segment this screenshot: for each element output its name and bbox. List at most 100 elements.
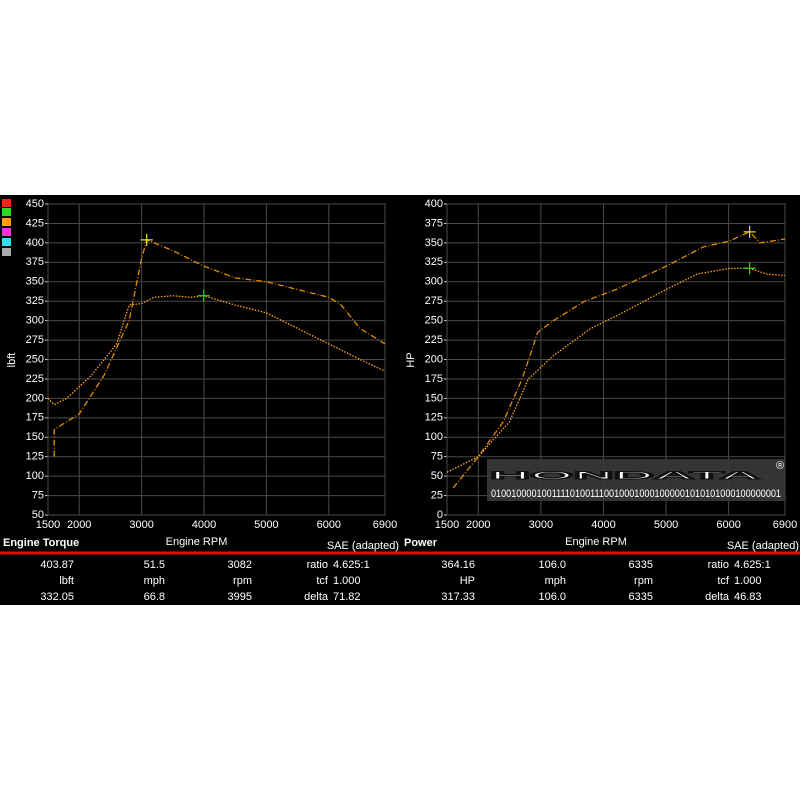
cursor xyxy=(197,289,210,302)
y-tick-label: 450 xyxy=(26,198,44,210)
swatch xyxy=(2,208,11,216)
readout-cell: 66.8 xyxy=(144,591,165,603)
readout-cell: tcf xyxy=(717,575,730,587)
x-tick-label: 6000 xyxy=(317,519,341,531)
x-tick-label: 2000 xyxy=(466,519,490,531)
y-axis-label: lbft xyxy=(6,353,18,368)
y-tick-label: 300 xyxy=(425,276,443,288)
readout-cell: 4.625:1 xyxy=(333,559,370,571)
x-tick-label: 5000 xyxy=(254,519,278,531)
y-axis-label: HP xyxy=(405,352,417,367)
readout-cell: delta xyxy=(304,591,329,603)
y-tick-label: 200 xyxy=(26,392,44,404)
swatch xyxy=(2,248,11,256)
y-tick-label: 275 xyxy=(26,334,44,346)
readout-cell: rpm xyxy=(634,575,653,587)
logo-box xyxy=(487,459,785,501)
y-tick-label: 75 xyxy=(32,489,44,501)
x-tick-label: 6900 xyxy=(373,519,397,531)
logo-text: HONDATA xyxy=(490,470,760,482)
chart-title: Power xyxy=(404,537,438,549)
x-tick-label: 3000 xyxy=(129,519,153,531)
note: SAE (adapted) xyxy=(727,540,799,552)
readout-cell: 1.000 xyxy=(734,575,762,587)
readout-cell: 106.0 xyxy=(538,591,566,603)
y-tick-label: 250 xyxy=(425,315,443,327)
x-axis-label: Engine RPM xyxy=(565,536,627,548)
x-tick-label: 6000 xyxy=(716,519,740,531)
logo-mark: ® xyxy=(776,460,784,472)
cursor xyxy=(743,262,756,275)
readout-cell: 106.0 xyxy=(538,559,566,571)
y-tick-label: 400 xyxy=(425,198,443,210)
readout-cell: 317.33 xyxy=(441,591,475,603)
readout-cell: 46.83 xyxy=(734,591,762,603)
note: SAE (adapted) xyxy=(327,540,399,552)
y-tick-label: 275 xyxy=(425,295,443,307)
y-tick-label: 375 xyxy=(26,256,44,268)
readout-cell: mph xyxy=(144,575,165,587)
data-line xyxy=(47,295,386,406)
readout-cell: 364.16 xyxy=(441,559,475,571)
readout-cell: mph xyxy=(545,575,566,587)
readout-cell: 332.05 xyxy=(40,591,74,603)
x-tick-label: 4000 xyxy=(591,519,615,531)
y-tick-label: 50 xyxy=(32,509,44,521)
swatch xyxy=(2,228,11,236)
readout-cell: 71.82 xyxy=(333,591,361,603)
data-line xyxy=(452,231,786,489)
y-tick-label: 150 xyxy=(425,392,443,404)
cursor xyxy=(140,233,153,246)
logo-code: 0100100001001111010011100100010001000001… xyxy=(491,488,781,500)
x-tick-label: 2000 xyxy=(67,519,91,531)
y-tick-label: 225 xyxy=(26,373,44,385)
x-tick-label: 6900 xyxy=(773,519,797,531)
data-line xyxy=(53,238,386,457)
readout-cell: rpm xyxy=(233,575,252,587)
chart-title: Engine Torque xyxy=(3,537,79,549)
readout-cell: ratio xyxy=(708,559,729,571)
y-tick-label: 400 xyxy=(26,237,44,249)
y-tick-label: 375 xyxy=(425,217,443,229)
y-tick-label: 100 xyxy=(26,470,44,482)
readout-cell: 3995 xyxy=(228,591,252,603)
y-tick-label: 175 xyxy=(425,373,443,385)
readout-cell: lbft xyxy=(59,575,74,587)
cursor xyxy=(743,225,756,238)
swatch xyxy=(2,218,11,226)
y-tick-label: 25 xyxy=(431,489,443,501)
y-tick-label: 425 xyxy=(26,217,44,229)
y-tick-label: 50 xyxy=(431,470,443,482)
y-tick-label: 225 xyxy=(425,334,443,346)
readout-cell: 403.87 xyxy=(40,559,74,571)
swatch xyxy=(2,199,11,207)
readout-cell: ratio xyxy=(307,559,328,571)
x-tick-label: 1500 xyxy=(36,519,60,531)
y-tick-label: 175 xyxy=(26,412,44,424)
y-tick-label: 125 xyxy=(26,451,44,463)
y-tick-label: 350 xyxy=(425,237,443,249)
readout-cell: 1.000 xyxy=(333,575,361,587)
y-tick-label: 350 xyxy=(26,276,44,288)
y-tick-label: 325 xyxy=(425,256,443,268)
readout-cell: 4.625:1 xyxy=(734,559,771,571)
y-tick-label: 125 xyxy=(425,412,443,424)
x-tick-label: 4000 xyxy=(192,519,216,531)
readout-cell: 6335 xyxy=(629,559,653,571)
x-tick-label: 5000 xyxy=(654,519,678,531)
y-tick-label: 150 xyxy=(26,431,44,443)
readout-cell: HP xyxy=(460,575,475,587)
readout-cell: 51.5 xyxy=(144,559,165,571)
y-tick-label: 100 xyxy=(425,431,443,443)
readout-cell: tcf xyxy=(316,575,329,587)
y-tick-label: 300 xyxy=(26,315,44,327)
y-tick-label: 325 xyxy=(26,295,44,307)
readout-cell: delta xyxy=(705,591,730,603)
readout-cell: 3082 xyxy=(228,559,252,571)
y-tick-label: 75 xyxy=(431,451,443,463)
swatch xyxy=(2,238,11,246)
y-tick-label: 250 xyxy=(26,353,44,365)
x-tick-label: 3000 xyxy=(529,519,553,531)
readout-cell: 6335 xyxy=(629,591,653,603)
